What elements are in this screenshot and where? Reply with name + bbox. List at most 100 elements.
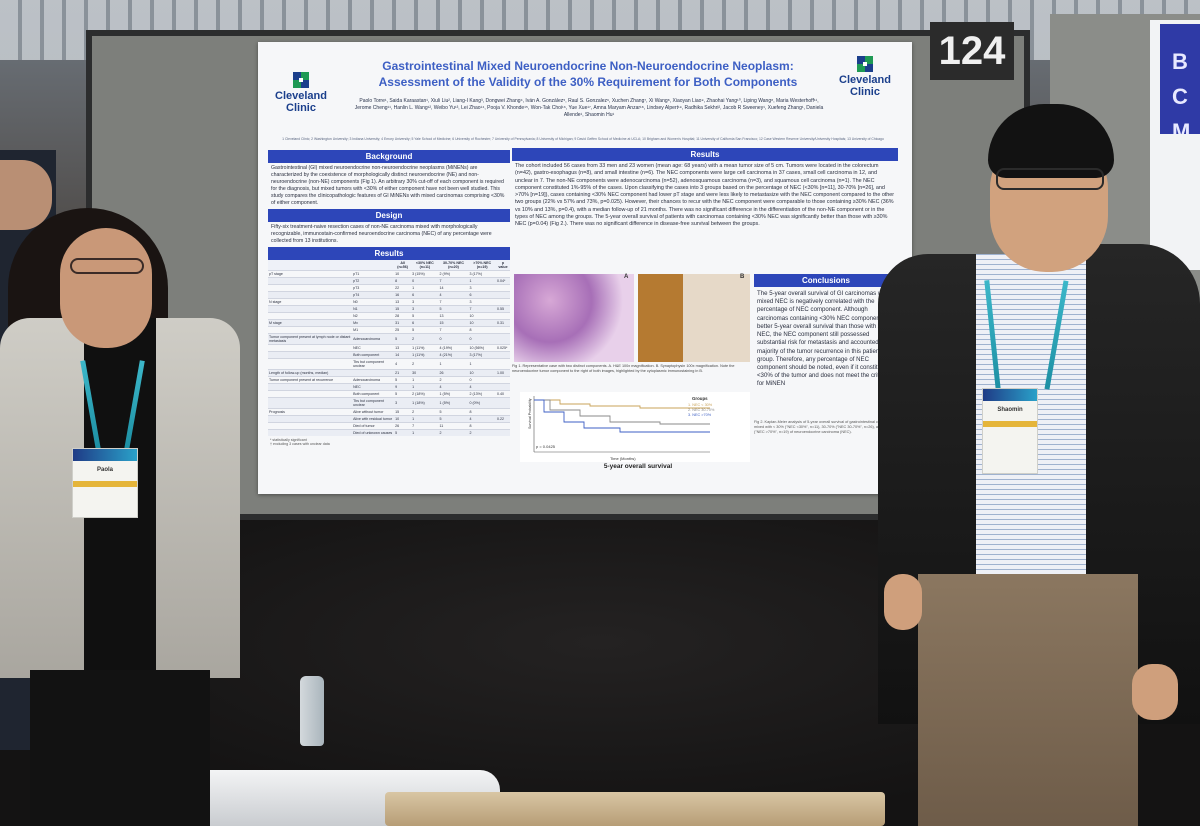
table-cell: 0.31 (495, 319, 510, 327)
presenter-right-right-hand (1132, 664, 1178, 720)
table-cell: 2 (411, 358, 439, 370)
background-attendee-face (0, 160, 52, 230)
table-cell: pT stage (268, 270, 353, 278)
km-title: 5-year overall survival (603, 463, 673, 470)
table-row: Died of tumor 26 7 11 8 (268, 422, 510, 430)
table-cell (268, 383, 353, 391)
table-cell: 4 (438, 383, 469, 391)
conclusions-text: The 5-year overall survival of GI carcin… (757, 290, 894, 388)
conclusions-heading: Conclusions (754, 274, 898, 287)
table-cell: 6 (411, 291, 439, 299)
results-section: Results The cohort included 56 cases fro… (512, 148, 898, 231)
table-cell: 9 (394, 383, 412, 391)
table-cell: 26 (438, 369, 469, 377)
table-cell: 6 (411, 319, 439, 327)
table-cell: 10 (468, 312, 496, 320)
table-cell (495, 284, 510, 292)
table-cell: Both component (352, 351, 395, 359)
table-cell (495, 270, 510, 278)
table-cell (268, 429, 353, 437)
table-cell (495, 312, 510, 320)
table-row: Both component 14 1 (11%) 4 (21%) 3 (17%) (268, 351, 510, 359)
poster-title: Gastrointestinal Mixed Neuroendocrine No… (340, 58, 836, 90)
poster-tube (385, 792, 885, 826)
table-cell: 2 (438, 376, 469, 384)
table-cell: 5 (438, 305, 469, 313)
table-cell: N stage (268, 298, 353, 306)
km-legend-2: 2. NEC 30-70% (688, 408, 715, 412)
table-cell (268, 351, 353, 359)
neighbor-poster-header: B C M (1160, 24, 1200, 134)
table-cell: 0.04* (495, 277, 510, 285)
km-curve-nec-over-70 (534, 399, 710, 433)
table-cell: 7 (468, 305, 496, 313)
table-cell: 15 (394, 408, 412, 416)
badge-header (983, 389, 1037, 401)
table-cell: 3 (411, 305, 439, 313)
table-row: M1 25 5 7 8 (268, 326, 510, 334)
table-header-cell (352, 260, 395, 271)
fig-b-label: B (740, 274, 745, 280)
histology-image-he (514, 274, 634, 362)
table-cell (495, 326, 510, 334)
table-cell: 0 (438, 333, 469, 345)
logo-text: Cleveland Clinic (839, 74, 891, 99)
table-cell: 8 (468, 422, 496, 430)
table-row: NEC 9 1 4 4 (268, 383, 510, 391)
table-cell: 2 (411, 408, 439, 416)
background-heading: Background (268, 150, 510, 163)
km-groups-label: Groups (692, 396, 708, 401)
cleveland-clinic-mark-icon (857, 56, 873, 72)
table-cell: pT2 (352, 277, 395, 285)
table-cell: N0 (352, 298, 395, 306)
fig-a-label: A (624, 274, 629, 280)
table-cell: 1 (411, 383, 439, 391)
table-cell: 5 (394, 390, 412, 398)
presenter-right-pants (918, 574, 1138, 826)
presenter-left-pants (30, 670, 210, 826)
left-column: Background Gastrointestinal (GI) mixed n… (268, 150, 510, 472)
table-cell: 8 (394, 277, 412, 285)
table-cell: 14 (438, 284, 469, 292)
table-cell (495, 383, 510, 391)
table-row: Alive with residual tumor 10 1 5 4 0.22 (268, 415, 510, 423)
table-cell: 10 (394, 415, 412, 423)
table-cell: 31 (394, 319, 412, 327)
table-cell: NEC (352, 344, 395, 352)
table-row: Tumor component present at recurrence Ade… (268, 376, 510, 384)
table-cell: Mx (352, 319, 395, 327)
table-cell (268, 358, 353, 370)
table-cell: 13 (394, 298, 412, 306)
design-heading: Design (268, 209, 510, 223)
table-cell: pT3 (352, 284, 395, 292)
table-cell (495, 422, 510, 430)
km-legend-1: 1. NEC < 30% (688, 403, 713, 407)
table-cell: Died of tumor (352, 422, 395, 430)
table-cell: NEC (352, 383, 395, 391)
km-ylabel: Survival Probability (528, 398, 532, 429)
table-cell (268, 344, 353, 352)
presenter-right-hair (988, 104, 1114, 178)
presenter-right: Shaomin (878, 104, 1200, 826)
table-cell: 0 (468, 376, 496, 384)
table-cell: 0 (0%) (468, 397, 496, 409)
table-cell (495, 408, 510, 416)
kaplan-meier-plot: Survival Probability p = 0.0425 Time (Mo… (520, 392, 750, 462)
poster-title-line2: Assessment of the Validity of the 30% Re… (378, 75, 798, 90)
table-cell: 5 (394, 333, 412, 345)
results-table-heading: Results (268, 247, 510, 261)
table-cell: 8 (468, 408, 496, 416)
table-cell: 3 (411, 298, 439, 306)
table-cell: 14 (394, 351, 412, 359)
glasses-icon (996, 168, 1104, 190)
figure-2-caption: Fig 2. Kaplan-Meier analysis of 5-year o… (754, 420, 896, 434)
table-cell: 1 (11%) (411, 344, 439, 352)
table-cell: Tumor component present at lymph node or… (268, 333, 353, 345)
table-cell: 10 (394, 270, 412, 278)
table-row: Died of unknown causes 5 1 2 2 (268, 429, 510, 437)
author-list: Paolo Torre¹, Saida Karaastan¹, Xiuli Li… (354, 98, 824, 118)
km-curve-nec-30-70 (534, 399, 710, 425)
table-cell: N2 (352, 312, 395, 320)
table-cell (268, 312, 353, 320)
table-row: N stage N0 13 3 7 3 (268, 298, 510, 306)
